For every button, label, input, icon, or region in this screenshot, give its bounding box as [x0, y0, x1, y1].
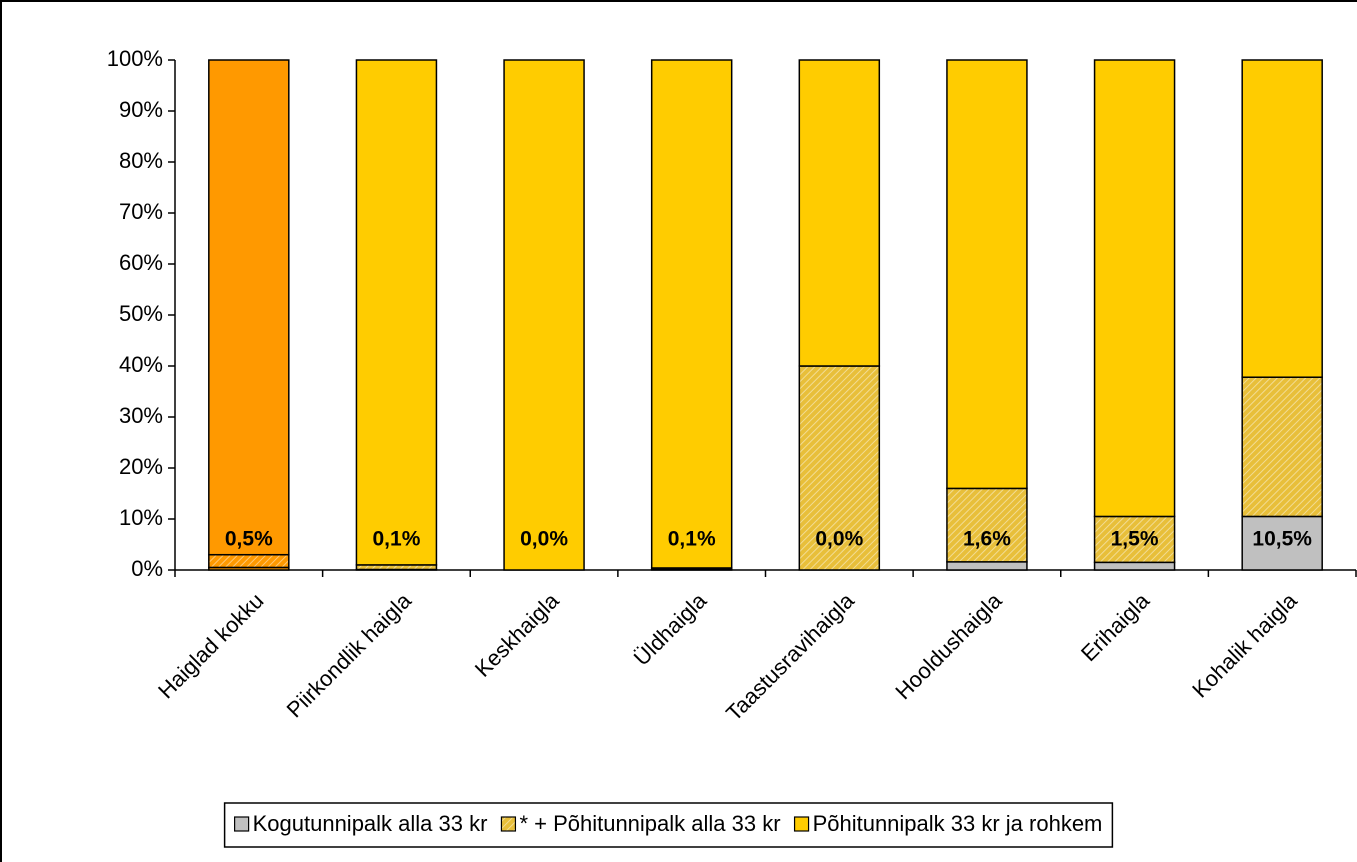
x-tick-label: Erihaigla: [1076, 587, 1155, 666]
y-tick-label: 80%: [119, 148, 163, 173]
x-tick-label: Taastusravihaigla: [721, 587, 859, 725]
y-tick-label: 90%: [119, 97, 163, 122]
bar-segment: [650, 59, 733, 569]
data-label: 10,5%: [1252, 528, 1312, 551]
data-label: 1,5%: [1111, 528, 1159, 551]
bar-segment: [946, 561, 1028, 571]
legend: Kogutunnipalk alla 33 kr * + Põhitunnipal…: [223, 802, 1114, 848]
y-tick-label: 70%: [119, 199, 163, 224]
x-tick-label: Hooldushaigla: [890, 587, 1007, 704]
bar-segment: [1241, 59, 1323, 378]
bar-segment: [1093, 561, 1176, 571]
y-tick-label: 100%: [107, 46, 163, 71]
bar-segment: [1241, 515, 1323, 571]
x-tick-label: Haiglad kokku: [153, 588, 268, 703]
legend-swatch: [234, 816, 250, 832]
legend-swatch: [793, 816, 810, 832]
x-tick-label: Keskhaigla: [470, 587, 564, 681]
y-tick-label: 40%: [119, 352, 163, 377]
bar-segment: [946, 59, 1028, 490]
data-label: 1,6%: [963, 528, 1011, 551]
bar-segment: [798, 59, 881, 367]
bar-segment: [208, 59, 290, 556]
legend-swatch: [500, 816, 517, 832]
bar-segment: [208, 553, 290, 569]
bar-segment: [946, 487, 1028, 563]
data-label: 0,1%: [373, 528, 421, 551]
legend-label: * + Põhitunnipalk alla 33 kr: [519, 811, 780, 836]
y-tick-label: 20%: [119, 454, 163, 479]
y-tick-label: 30%: [119, 403, 163, 428]
data-label: 0,5%: [225, 528, 273, 551]
legend-box: [223, 802, 1114, 848]
data-label: 0,0%: [815, 528, 863, 551]
x-tick-label: Piirkondlik haigla: [282, 587, 417, 722]
bar-segment: [1241, 376, 1323, 518]
y-tick-label: 0%: [131, 556, 163, 581]
bar-segment: [355, 59, 438, 566]
data-label: 0,0%: [520, 528, 568, 551]
bar-segment: [1093, 59, 1176, 518]
legend-label: Kogutunnipalk alla 33 kr: [253, 811, 488, 836]
legend-label: Põhitunnipalk 33 kr ja rohkem: [813, 811, 1103, 836]
data-label: 0,1%: [668, 528, 716, 551]
x-tick-label: Kohalik haigla: [1187, 587, 1302, 702]
bar-segment: [1093, 515, 1176, 564]
x-tick-label: Üldhaigla: [629, 587, 712, 670]
bar-segment: [798, 365, 881, 571]
y-tick-label: 60%: [119, 250, 163, 275]
bar-segment: [503, 59, 585, 571]
y-tick-label: 50%: [119, 301, 163, 326]
y-tick-label: 10%: [119, 505, 163, 530]
